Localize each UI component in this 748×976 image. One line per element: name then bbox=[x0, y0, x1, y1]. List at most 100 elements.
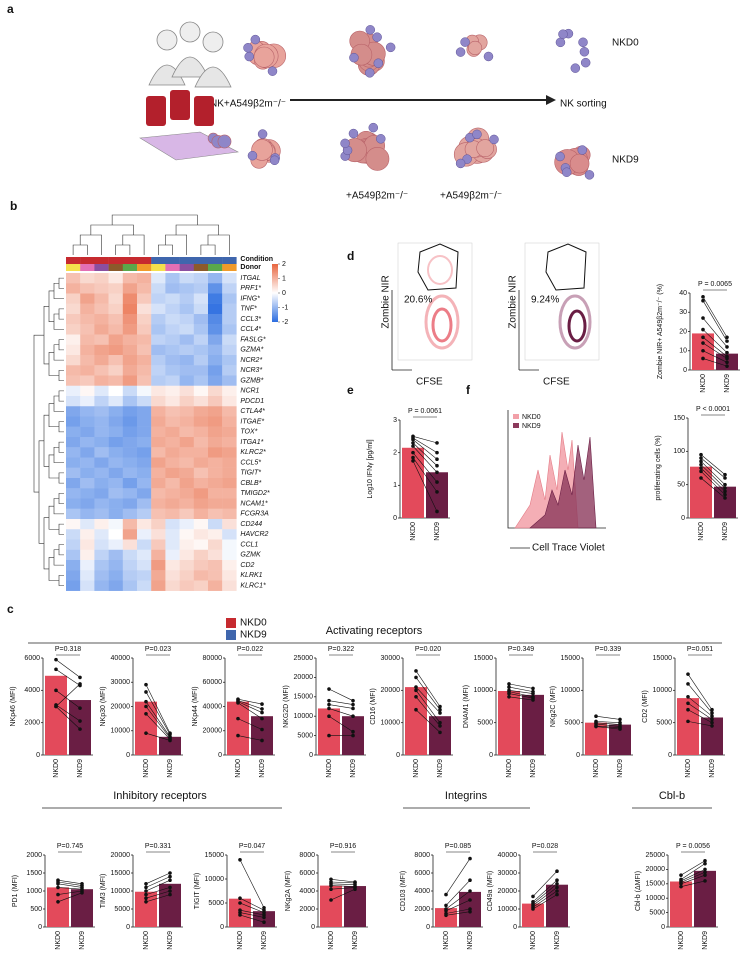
pair-line bbox=[680, 869, 706, 882]
flow-plot: 20.6% bbox=[397, 242, 473, 361]
heatmap-cell bbox=[151, 467, 166, 479]
y-tick-label: 10000 bbox=[111, 888, 131, 895]
dendrogram bbox=[58, 370, 64, 381]
data-point bbox=[329, 877, 333, 882]
data-point bbox=[531, 698, 535, 702]
heatmap-cell bbox=[151, 488, 166, 499]
nk-cell bbox=[460, 37, 470, 47]
data-point bbox=[435, 441, 439, 445]
y-axis-label: Cbl-b (ΔMFI) bbox=[635, 871, 642, 911]
nk-cell bbox=[348, 128, 359, 139]
y-tick-label: 80000 bbox=[203, 655, 223, 662]
pair-line bbox=[680, 860, 706, 876]
heatmap-cell bbox=[66, 560, 81, 571]
y-axis-label: NKp30 (MFI) bbox=[100, 686, 107, 726]
y-tick-label: 10000 bbox=[646, 895, 666, 902]
pair-line bbox=[445, 879, 471, 906]
bar bbox=[694, 870, 716, 927]
heatmap-cell bbox=[208, 303, 223, 315]
data-point bbox=[710, 707, 714, 712]
pair-line bbox=[57, 887, 83, 890]
x-tick-label: NKD0 bbox=[530, 931, 537, 950]
y-tick-label: 25000 bbox=[646, 852, 666, 859]
data-point bbox=[144, 892, 148, 897]
y-tick-label: 500 bbox=[30, 906, 42, 913]
dendrogram bbox=[58, 308, 64, 320]
dendrogram bbox=[53, 344, 64, 361]
bar bbox=[405, 687, 427, 755]
y-tick-label: 20 bbox=[679, 328, 687, 335]
flow-frame bbox=[397, 242, 473, 361]
pair-line bbox=[57, 890, 83, 895]
heatmap-cell bbox=[122, 529, 138, 540]
heatmap-cell bbox=[137, 344, 152, 356]
dendrogram bbox=[58, 390, 64, 402]
heatmap-cell bbox=[222, 355, 237, 366]
heatmap-cell bbox=[94, 539, 109, 550]
y-axis-label: CD103 (MFI) bbox=[400, 871, 407, 911]
heatmap-cell bbox=[80, 560, 95, 571]
x-tick-label: NKD0 bbox=[326, 759, 333, 778]
data-point bbox=[351, 702, 355, 707]
heatmap-cell bbox=[94, 549, 109, 561]
x-tick-label: NKD0 bbox=[413, 759, 420, 778]
pair-line bbox=[508, 693, 534, 699]
heatmap-cell bbox=[122, 519, 138, 530]
heatmap-cell bbox=[66, 508, 81, 520]
data-point bbox=[686, 707, 690, 712]
data-point bbox=[435, 450, 439, 455]
heatmap-cell bbox=[80, 334, 95, 345]
dendrogram bbox=[33, 334, 44, 493]
heatmap-cell bbox=[165, 447, 180, 458]
data-point bbox=[327, 687, 331, 691]
data-point bbox=[701, 316, 705, 320]
axis-label: CFSE bbox=[416, 377, 443, 388]
pair-line bbox=[145, 872, 171, 885]
blood-bag bbox=[146, 96, 166, 126]
pair-line bbox=[412, 452, 438, 483]
condition-cell bbox=[179, 257, 194, 264]
gene-label: TNF* bbox=[240, 306, 257, 313]
gene-label: NCR3* bbox=[240, 367, 262, 374]
data-point bbox=[260, 727, 264, 732]
x-tick-label: NKD0 bbox=[700, 374, 707, 393]
data-point bbox=[725, 345, 729, 349]
heatmap-cell bbox=[137, 416, 152, 427]
nk-cell bbox=[580, 57, 591, 68]
p-value: P=0.339 bbox=[595, 646, 621, 653]
heatmap-cell bbox=[137, 488, 152, 499]
colorbar-label: 2 bbox=[282, 261, 286, 268]
pair-line bbox=[702, 350, 728, 363]
pair-line bbox=[55, 706, 81, 730]
dendrogram bbox=[58, 523, 64, 535]
y-tick-label: 0 bbox=[681, 515, 685, 522]
heatmap-cell bbox=[80, 303, 95, 315]
nk-cell bbox=[244, 51, 254, 62]
heatmap-cell bbox=[80, 344, 95, 356]
y-tick-label: 8000 bbox=[414, 852, 430, 859]
dendrogram bbox=[48, 454, 59, 479]
heatmap-cell bbox=[208, 283, 223, 294]
heatmap-cell bbox=[179, 580, 194, 591]
heatmap-cell bbox=[151, 283, 166, 294]
heatmap-cell bbox=[108, 539, 123, 550]
data-point bbox=[699, 456, 703, 460]
pair-line bbox=[57, 879, 83, 885]
x-tick-label: NKD9 bbox=[709, 759, 716, 778]
data-point bbox=[507, 691, 511, 696]
data-point bbox=[411, 441, 415, 445]
heatmap-cell bbox=[122, 467, 138, 479]
heatmap-cell bbox=[80, 293, 95, 304]
heatmap-cell bbox=[80, 426, 95, 438]
heatmap-cell bbox=[208, 437, 223, 448]
heatmap-cell bbox=[66, 355, 81, 366]
gene-label: ITGAE* bbox=[240, 418, 264, 425]
p-value: P=0.051 bbox=[687, 646, 713, 653]
data-point bbox=[679, 873, 683, 877]
heatmap-cell bbox=[193, 303, 209, 315]
gene-label: CTLA4* bbox=[240, 408, 265, 415]
data-point bbox=[435, 457, 439, 462]
heatmap-cell bbox=[165, 375, 180, 386]
heatmap-cell bbox=[151, 303, 166, 315]
pair-line bbox=[702, 296, 728, 338]
